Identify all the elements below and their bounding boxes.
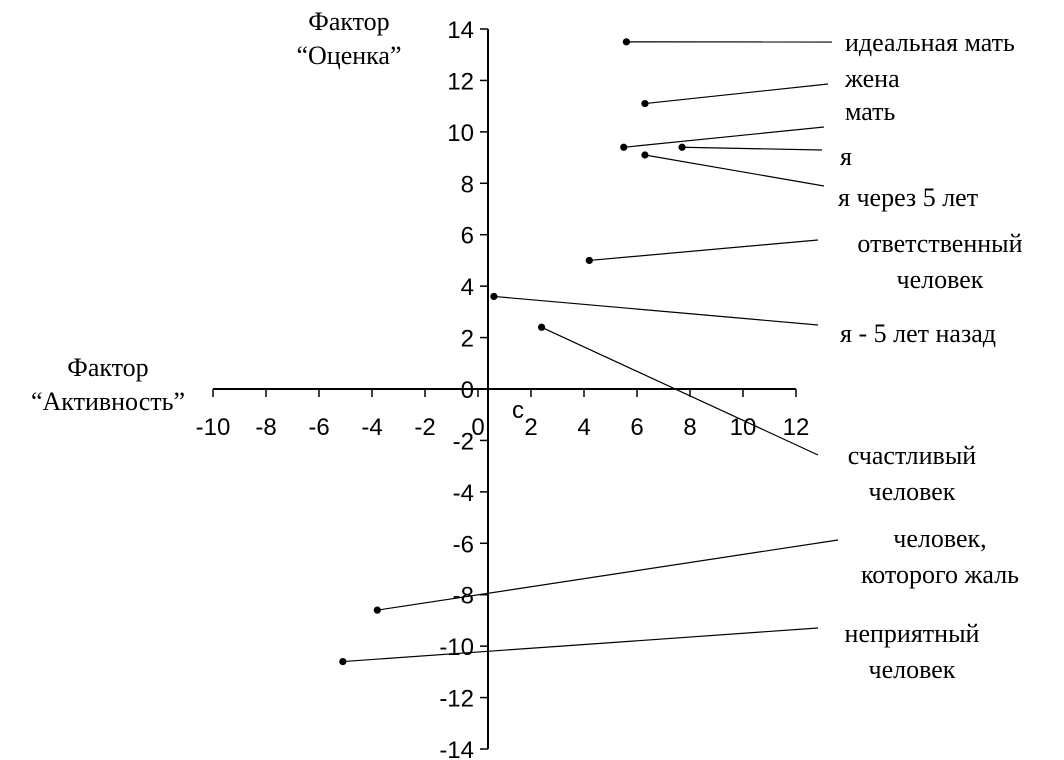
data-point — [585, 256, 593, 265]
point-label: идеальная мать — [845, 28, 1015, 57]
axes — [213, 29, 796, 749]
leader-line — [342, 627, 819, 663]
leader-line — [589, 239, 819, 262]
y-tick-label: -8 — [453, 583, 474, 610]
y-tick-label: 12 — [447, 68, 474, 95]
point-label: я через 5 лет — [838, 183, 978, 212]
data-point — [641, 99, 649, 108]
x-axis-title: Фактор — [67, 353, 148, 382]
leader-line — [377, 539, 839, 611]
point-labels: идеальная мать жена мать я я через 5 лет отве… — [838, 28, 1023, 684]
data-point — [373, 606, 381, 614]
data-point — [538, 323, 546, 331]
x-tick-label: -10 — [196, 414, 231, 441]
leader-line — [541, 326, 819, 456]
x-tick-label: 10 — [730, 414, 757, 441]
point-label: человек — [869, 477, 956, 506]
y-tick-label: 0 — [461, 377, 474, 404]
y-tick-label: 2 — [461, 326, 474, 353]
y-tick-label: -12 — [439, 686, 474, 713]
data-point — [490, 292, 498, 301]
data-points — [339, 38, 686, 666]
y-tick-label: 4 — [461, 274, 474, 301]
leader-lines — [342, 41, 839, 663]
ticks: -10 -8 -6 -4 -2 0 2 4 6 8 10 1214121086420-2-4-6-8-… — [196, 17, 810, 760]
point-label: я — [840, 142, 852, 171]
data-point — [620, 143, 628, 151]
x-tick-label: 4 — [577, 414, 590, 441]
x-axis-title: “Активность” — [31, 387, 185, 416]
point-label: я - 5 лет назад — [840, 319, 996, 348]
point-label: ответственный — [857, 229, 1022, 258]
y-tick-label: -6 — [453, 531, 474, 558]
x-tick-label: 0 — [471, 414, 484, 441]
data-point — [622, 38, 631, 46]
leader-line — [644, 154, 825, 187]
y-tick-label: -2 — [453, 428, 474, 455]
x-tick-label: -2 — [414, 414, 435, 441]
point-label: человек — [869, 655, 956, 684]
point-label: счастливый — [848, 441, 977, 470]
y-tick-label: -10 — [439, 634, 474, 661]
leader-line — [623, 126, 825, 148]
x-tick-label: -6 — [308, 414, 329, 441]
stray-c-label: c — [512, 397, 524, 424]
y-tick-label: 6 — [461, 223, 474, 250]
y-tick-label: 10 — [447, 120, 474, 147]
point-label: жена — [844, 64, 900, 93]
x-tick-label: -4 — [361, 414, 382, 441]
x-tick-label: 8 — [683, 414, 696, 441]
point-label: человек, — [893, 524, 986, 553]
y-tick-label: -4 — [453, 480, 474, 507]
y-tick-label: 14 — [447, 17, 474, 44]
axis-titles: Фактор “Оценка” Фактор “Активность” — [31, 7, 402, 416]
data-point — [339, 657, 347, 666]
point-label: неприятный — [845, 619, 980, 648]
leader-line — [644, 83, 829, 105]
point-label: человек — [897, 265, 984, 294]
y-axis-title: “Оценка” — [296, 41, 401, 70]
x-tick-label: -8 — [255, 414, 276, 441]
x-tick-label: 6 — [630, 414, 643, 441]
point-label: которого жаль — [861, 560, 1019, 589]
leader-line — [682, 146, 823, 151]
y-tick-label: 8 — [461, 171, 474, 198]
data-point — [641, 151, 649, 159]
point-label: мать — [845, 97, 896, 126]
leader-line — [493, 295, 819, 326]
data-point — [678, 143, 686, 151]
x-tick-label: 12 — [783, 414, 810, 441]
y-tick-label: -14 — [439, 737, 474, 760]
x-tick-label: 2 — [524, 414, 537, 441]
y-axis-title: Фактор — [308, 7, 389, 36]
